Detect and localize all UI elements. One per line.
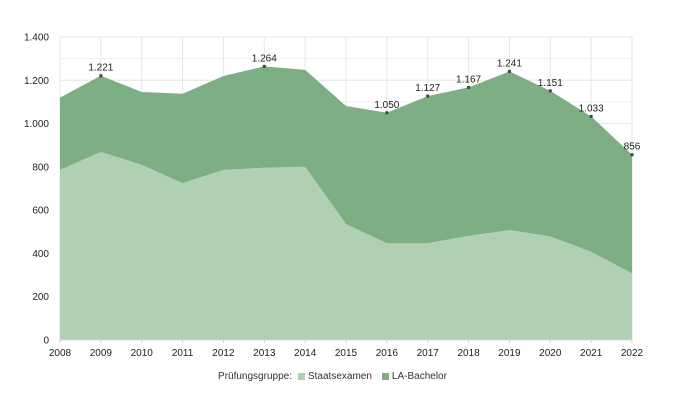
data-point-marker bbox=[507, 69, 511, 73]
data-point-marker bbox=[630, 153, 634, 157]
data-point-marker bbox=[426, 94, 430, 98]
y-axis: 0 200 400 600 800 1.000 1.200 1.400 bbox=[24, 33, 49, 347]
x-tick-label: 2012 bbox=[212, 348, 235, 359]
x-tick-label: 2009 bbox=[90, 348, 113, 359]
legend: Prüfungsgruppe: Staatsexamen LA-Bachelor bbox=[0, 371, 675, 382]
total-markers: 1.221 1.264 1.050 1.127 1.167 1.241 1.151 1.033… bbox=[88, 53, 641, 157]
data-point-marker bbox=[385, 111, 389, 115]
y-tick-label: 600 bbox=[32, 206, 49, 217]
x-tick-label: 2020 bbox=[539, 348, 562, 359]
y-tick-label: 200 bbox=[32, 292, 49, 303]
legend-swatch-staatsexamen bbox=[297, 373, 305, 380]
data-label-total: 1.151 bbox=[538, 78, 563, 89]
x-tick-label: 2017 bbox=[417, 348, 440, 359]
x-tick-label: 2018 bbox=[457, 348, 480, 359]
y-tick-label: 800 bbox=[32, 162, 49, 173]
data-label-total: 1.264 bbox=[252, 53, 277, 64]
data-label-total: 856 bbox=[624, 142, 641, 153]
legend-item-la-bachelor[interactable]: LA-Bachelor bbox=[381, 371, 447, 382]
x-tick-label: 2010 bbox=[131, 348, 154, 359]
data-point-marker bbox=[548, 89, 552, 93]
data-point-marker bbox=[262, 64, 266, 68]
data-point-marker bbox=[99, 74, 103, 78]
x-tick-label: 2011 bbox=[172, 348, 194, 359]
x-tick-label: 2022 bbox=[621, 348, 644, 359]
x-tick-label: 2014 bbox=[294, 348, 317, 359]
x-tick-label: 2008 bbox=[49, 348, 72, 359]
legend-label-la-bachelor: LA-Bachelor bbox=[391, 371, 447, 382]
data-label-total: 1.050 bbox=[374, 100, 399, 111]
x-tick-label: 2021 bbox=[580, 348, 603, 359]
x-tick-label: 2016 bbox=[376, 348, 399, 359]
data-point-marker bbox=[589, 114, 593, 118]
data-label-total: 1.033 bbox=[579, 103, 604, 114]
legend-title: Prüfungsgruppe: bbox=[218, 371, 292, 382]
area-staatsexamen bbox=[60, 151, 632, 340]
x-tick-label: 2015 bbox=[335, 348, 358, 359]
data-point-marker bbox=[467, 85, 471, 89]
x-tick-label: 2019 bbox=[498, 348, 521, 359]
data-label-total: 1.127 bbox=[415, 83, 440, 94]
legend-swatch-la-bachelor bbox=[381, 373, 389, 380]
y-tick-label: 1.200 bbox=[24, 76, 49, 87]
area-series bbox=[60, 66, 632, 340]
data-label-total: 1.167 bbox=[456, 74, 481, 85]
area-la-bachelor bbox=[60, 66, 632, 274]
legend-item-staatsexamen[interactable]: Staatsexamen bbox=[297, 371, 372, 382]
y-tick-label: 1.000 bbox=[24, 119, 49, 130]
legend-label-staatsexamen: Staatsexamen bbox=[307, 371, 372, 382]
y-tick-label: 1.400 bbox=[24, 33, 49, 44]
x-tick-label: 2013 bbox=[253, 348, 276, 359]
data-label-total: 1.221 bbox=[88, 63, 113, 74]
y-tick-label: 0 bbox=[43, 336, 49, 347]
x-axis: 2008 2009 2010 2011 2012 2013 2014 2015 2016 2017… bbox=[49, 339, 644, 359]
data-label-total: 1.241 bbox=[497, 58, 522, 69]
y-tick-label: 400 bbox=[32, 249, 49, 260]
